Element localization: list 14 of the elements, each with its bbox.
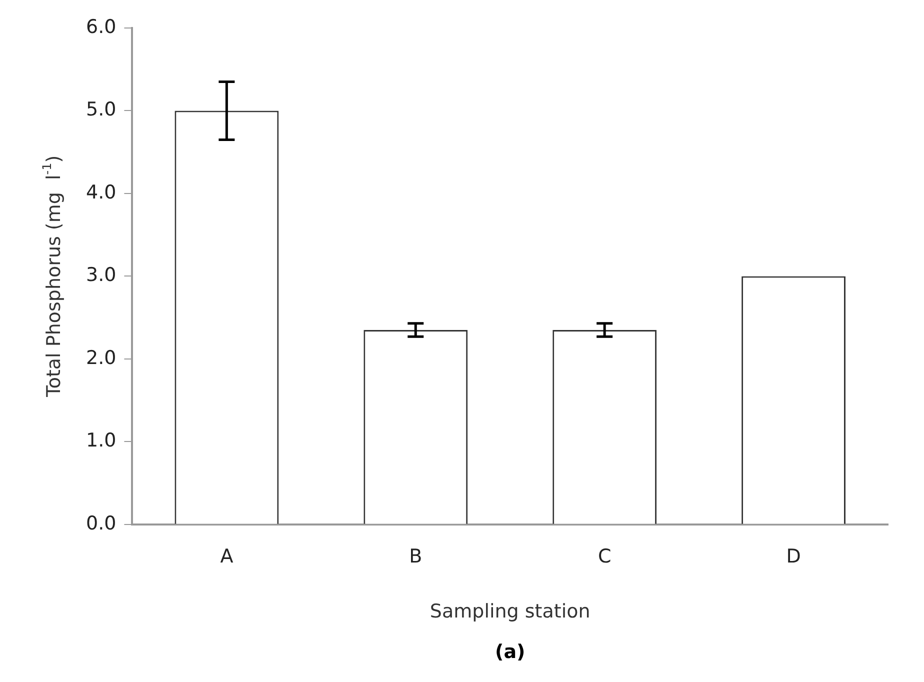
y-tick-label: 4.0: [86, 181, 116, 204]
y-tick-label: 3.0: [86, 264, 116, 286]
y-axis-title: Total Phosphorus (mg l-1): [40, 155, 65, 398]
x-tick-label: D: [786, 546, 801, 568]
x-tick-label: A: [220, 546, 234, 568]
y-tick-label: 0.0: [86, 512, 116, 534]
y-tick-label: 6.0: [86, 16, 116, 38]
x-axis-title: Sampling station: [430, 600, 590, 623]
x-tick-label: B: [409, 546, 422, 568]
y-tick-label: 2.0: [86, 346, 116, 369]
x-tick-label: C: [598, 546, 612, 568]
text: (a): [495, 641, 526, 663]
y-tick-label: 1.0: [86, 430, 116, 452]
y-tick-label: 5.0: [86, 98, 116, 121]
